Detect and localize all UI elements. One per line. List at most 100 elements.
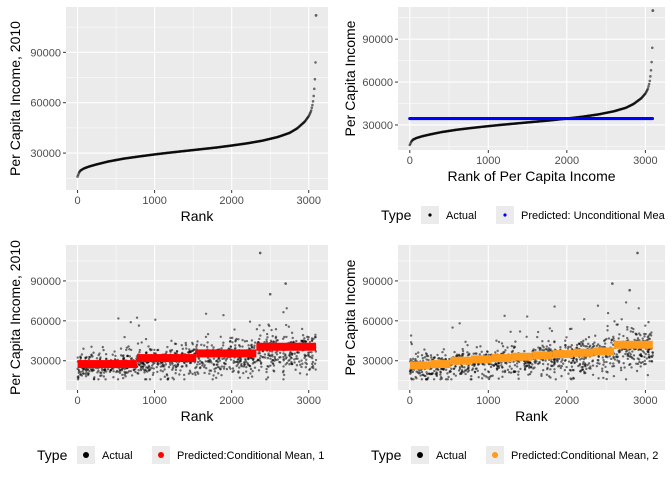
data-point: [295, 354, 298, 358]
data-point: [116, 378, 120, 381]
data-point: [523, 366, 527, 369]
data-point: [118, 371, 122, 375]
data-point: [141, 365, 145, 368]
predicted-step: [77, 360, 137, 369]
data-point: [558, 357, 561, 361]
data-point: [215, 363, 218, 366]
data-point: [544, 359, 547, 362]
data-point: [313, 77, 317, 81]
data-point: [272, 362, 275, 365]
data-point: [646, 335, 649, 339]
data-point: [150, 348, 153, 351]
data-point: [512, 360, 515, 363]
data-point: [633, 338, 636, 342]
data-point: [242, 365, 246, 368]
data-point: [501, 345, 505, 348]
data-point: [426, 354, 430, 358]
data-point: [638, 353, 641, 357]
data-point: [575, 346, 579, 349]
data-point: [541, 340, 544, 343]
x-tick-label: 0: [407, 155, 413, 167]
data-point: [515, 362, 519, 365]
data-point: [471, 368, 474, 372]
data-point: [572, 369, 575, 372]
data-point: [512, 345, 515, 348]
data-point: [550, 364, 553, 367]
data-point: [583, 362, 587, 365]
data-point: [166, 345, 169, 349]
data-point: [109, 369, 113, 372]
data-point: [196, 340, 199, 343]
data-point: [314, 61, 317, 64]
data-point: [540, 372, 543, 376]
data-point: [635, 362, 638, 365]
data-point: [556, 359, 559, 362]
data-layer: [76, 13, 318, 178]
data-point: [420, 354, 424, 357]
data-point: [548, 343, 552, 347]
data-point: [589, 367, 592, 370]
data-point: [485, 353, 488, 356]
data-point: [461, 354, 464, 358]
data-point: [458, 367, 462, 371]
x-tick-label: 3000: [633, 155, 657, 167]
data-point: [222, 365, 226, 368]
data-point: [198, 366, 202, 370]
data-point: [570, 343, 574, 347]
data-point: [641, 360, 644, 364]
data-point: [229, 336, 232, 340]
y-tick-label: 30000: [30, 356, 61, 368]
data-point: [571, 359, 575, 362]
data-point: [314, 368, 317, 371]
predicted-step: [196, 349, 257, 358]
data-point: [541, 362, 545, 366]
data-point: [644, 362, 647, 366]
data-point: [218, 359, 222, 362]
data-point: [140, 341, 143, 344]
data-point: [480, 377, 484, 380]
data-point: [482, 374, 486, 377]
data-point: [255, 360, 258, 363]
data-point: [611, 365, 614, 368]
data-point: [205, 345, 209, 349]
data-point: [630, 366, 633, 369]
x-tick-label: 1000: [476, 395, 500, 407]
data-point: [267, 323, 270, 326]
data-point: [425, 358, 428, 361]
data-point: [433, 369, 436, 373]
data-point: [234, 360, 237, 364]
data-point: [125, 346, 129, 349]
data-point: [550, 359, 553, 363]
y-tick-label: 60000: [362, 77, 393, 89]
data-point: [620, 318, 623, 321]
data-point: [174, 372, 177, 375]
x-tick-label: 2000: [555, 395, 579, 407]
data-point: [270, 350, 274, 353]
data-point: [81, 370, 84, 373]
data-point: [250, 344, 253, 347]
data-point: [265, 370, 268, 374]
data-point: [143, 378, 147, 381]
data-point: [475, 352, 478, 355]
data-point: [101, 345, 105, 349]
data-point: [538, 348, 541, 352]
data-point: [169, 363, 172, 366]
data-point: [104, 367, 107, 371]
data-point: [637, 348, 640, 352]
data-point: [206, 341, 209, 344]
data-point: [310, 339, 314, 342]
data-point: [194, 366, 197, 370]
data-point: [223, 362, 226, 365]
data-point: [534, 348, 537, 352]
data-point: [591, 360, 594, 363]
data-point: [470, 378, 473, 381]
data-point: [185, 365, 188, 368]
data-point: [180, 343, 183, 347]
data-point: [595, 344, 598, 348]
data-point: [624, 301, 628, 304]
data-point: [241, 345, 244, 348]
plot-background: [66, 7, 328, 190]
data-point: [152, 371, 155, 374]
data-point: [136, 342, 140, 345]
